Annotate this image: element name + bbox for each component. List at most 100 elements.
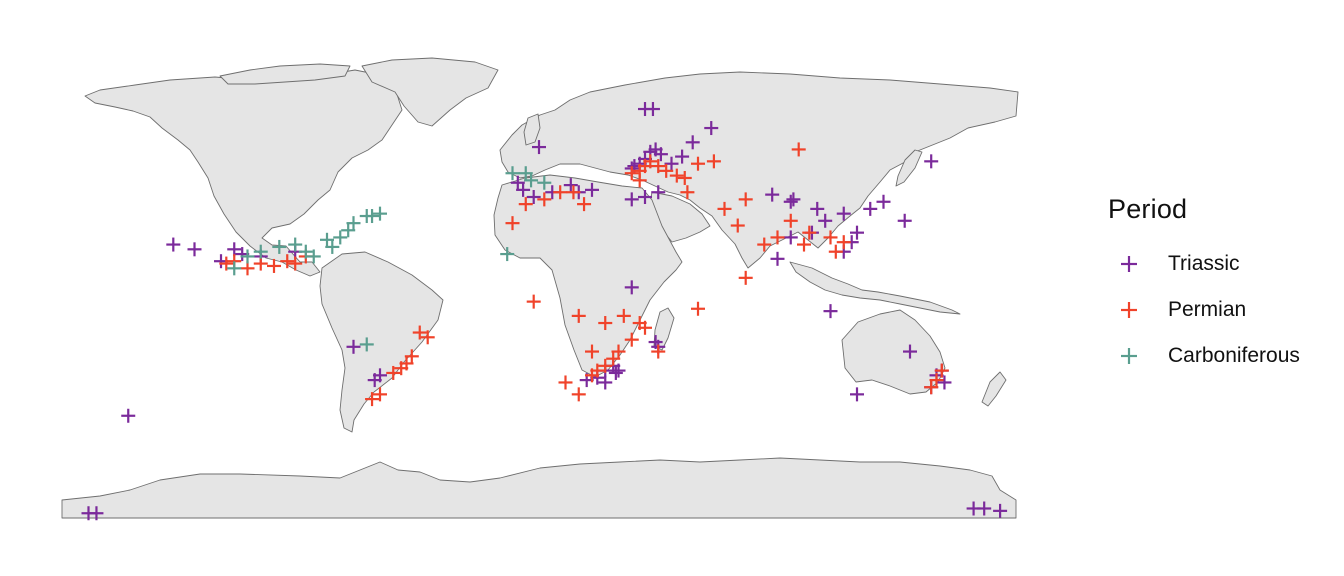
marker-permian-42 [823, 230, 838, 245]
britain-landmass [523, 113, 541, 146]
marker-triassic-25 [685, 135, 700, 150]
marker-triassic-1 [187, 242, 202, 257]
north-america-landmass [84, 69, 403, 277]
marker-permian-21 [624, 166, 639, 181]
marker-permian-0 [219, 256, 234, 271]
marker-triassic-39 [836, 206, 851, 221]
marker-carboniferous-8 [333, 230, 348, 245]
marker-triassic-50 [121, 408, 136, 423]
marker-permian-4 [267, 258, 281, 273]
marker-triassic-15 [585, 182, 599, 197]
marker-triassic-60 [611, 363, 626, 378]
marker-permian-49 [606, 351, 621, 366]
marker-permian-65 [526, 294, 541, 309]
marker-triassic-42 [850, 225, 864, 240]
marker-triassic-43 [863, 201, 878, 216]
marker-permian-3 [253, 256, 268, 271]
marker-triassic-31 [651, 185, 666, 200]
marker-triassic-30 [624, 192, 639, 207]
marker-permian-12 [394, 361, 409, 376]
antarctica-landmass [61, 457, 1017, 519]
marker-triassic-24 [675, 149, 690, 164]
marker-permian-64 [738, 270, 753, 285]
marker-permian-18 [553, 185, 568, 200]
marker-carboniferous-16 [518, 166, 533, 181]
marker-permian-20 [577, 197, 592, 212]
marker-triassic-56 [850, 387, 864, 402]
marker-carboniferous-9 [341, 223, 356, 238]
legend-key-carboniferous [1121, 348, 1137, 364]
marker-carboniferous-19 [500, 247, 515, 262]
marker-permian-31 [680, 185, 695, 200]
marker-triassic-48 [770, 251, 785, 266]
marker-triassic-37 [810, 201, 825, 216]
marker-carboniferous-6 [320, 232, 334, 247]
marker-permian-19 [566, 185, 581, 200]
marker-carboniferous-4 [298, 244, 313, 259]
marker-permian-29 [691, 156, 705, 171]
marker-permian-61 [929, 373, 944, 388]
marker-permian-8 [412, 325, 427, 340]
marker-triassic-47 [823, 304, 838, 319]
marker-triassic-66 [89, 506, 104, 521]
marker-triassic-34 [783, 194, 798, 209]
marker-permian-47 [590, 363, 605, 378]
marker-triassic-23 [664, 156, 679, 171]
marker-permian-37 [783, 213, 798, 228]
legend: Period Triassic Permian Carboniferous [1108, 194, 1300, 379]
marker-permian-54 [632, 316, 647, 331]
marker-permian-34 [738, 192, 753, 207]
marker-triassic-33 [765, 187, 780, 202]
marker-permian-30 [632, 173, 647, 188]
marker-carboniferous-3 [288, 237, 303, 252]
marker-triassic-69 [993, 503, 1008, 518]
marker-triassic-35 [786, 192, 801, 207]
marker-triassic-53 [937, 375, 952, 390]
marker-permian-25 [651, 159, 666, 174]
marker-permian-28 [677, 170, 692, 185]
marker-triassic-64 [624, 280, 639, 295]
land-layer [61, 57, 1019, 519]
marker-triassic-0 [166, 237, 181, 252]
marker-carboniferous-5 [306, 249, 321, 264]
marker-permian-53 [616, 308, 631, 323]
marker-permian-13 [386, 365, 401, 380]
marker-permian-48 [598, 358, 613, 373]
arctic-islands [219, 63, 351, 85]
legend-label-triassic: Triassic [1168, 252, 1240, 275]
marker-carboniferous-20 [359, 337, 374, 352]
greenland-landmass [361, 57, 499, 127]
new-zealand-landmass [981, 371, 1007, 407]
marker-triassic-26 [704, 121, 719, 136]
marker-permian-32 [706, 154, 721, 169]
marker-triassic-45 [897, 213, 912, 228]
marker-permian-56 [571, 308, 586, 323]
marker-triassic-63 [648, 335, 663, 350]
legend-key-permian [1121, 302, 1137, 318]
marker-triassic-13 [563, 178, 578, 193]
marker-carboniferous-2 [272, 239, 287, 254]
marker-carboniferous-0 [240, 249, 255, 264]
marker-triassic-70 [532, 140, 546, 155]
marker-permian-15 [365, 392, 380, 407]
legend-key-triassic [1121, 256, 1137, 272]
marker-triassic-9 [367, 373, 382, 388]
marker-permian-16 [518, 197, 533, 212]
marker-triassic-3 [227, 242, 242, 257]
marker-triassic-11 [526, 190, 541, 204]
marker-permian-59 [558, 375, 573, 390]
marker-permian-58 [598, 316, 613, 331]
marker-carboniferous-10 [346, 216, 361, 231]
marker-triassic-28 [645, 102, 660, 117]
marker-permian-57 [585, 344, 599, 359]
marker-permian-43 [836, 235, 851, 250]
marker-permian-44 [828, 244, 843, 259]
marker-triassic-22 [653, 147, 668, 162]
marker-permian-51 [624, 332, 639, 347]
marker-permian-27 [669, 168, 684, 183]
marker-permian-2 [240, 261, 255, 276]
legend-label-permian: Permian [1168, 298, 1247, 321]
eurasia-landmass [499, 71, 1019, 269]
marker-triassic-68 [977, 501, 992, 516]
legend-item-permian: Permian [1108, 287, 1300, 333]
